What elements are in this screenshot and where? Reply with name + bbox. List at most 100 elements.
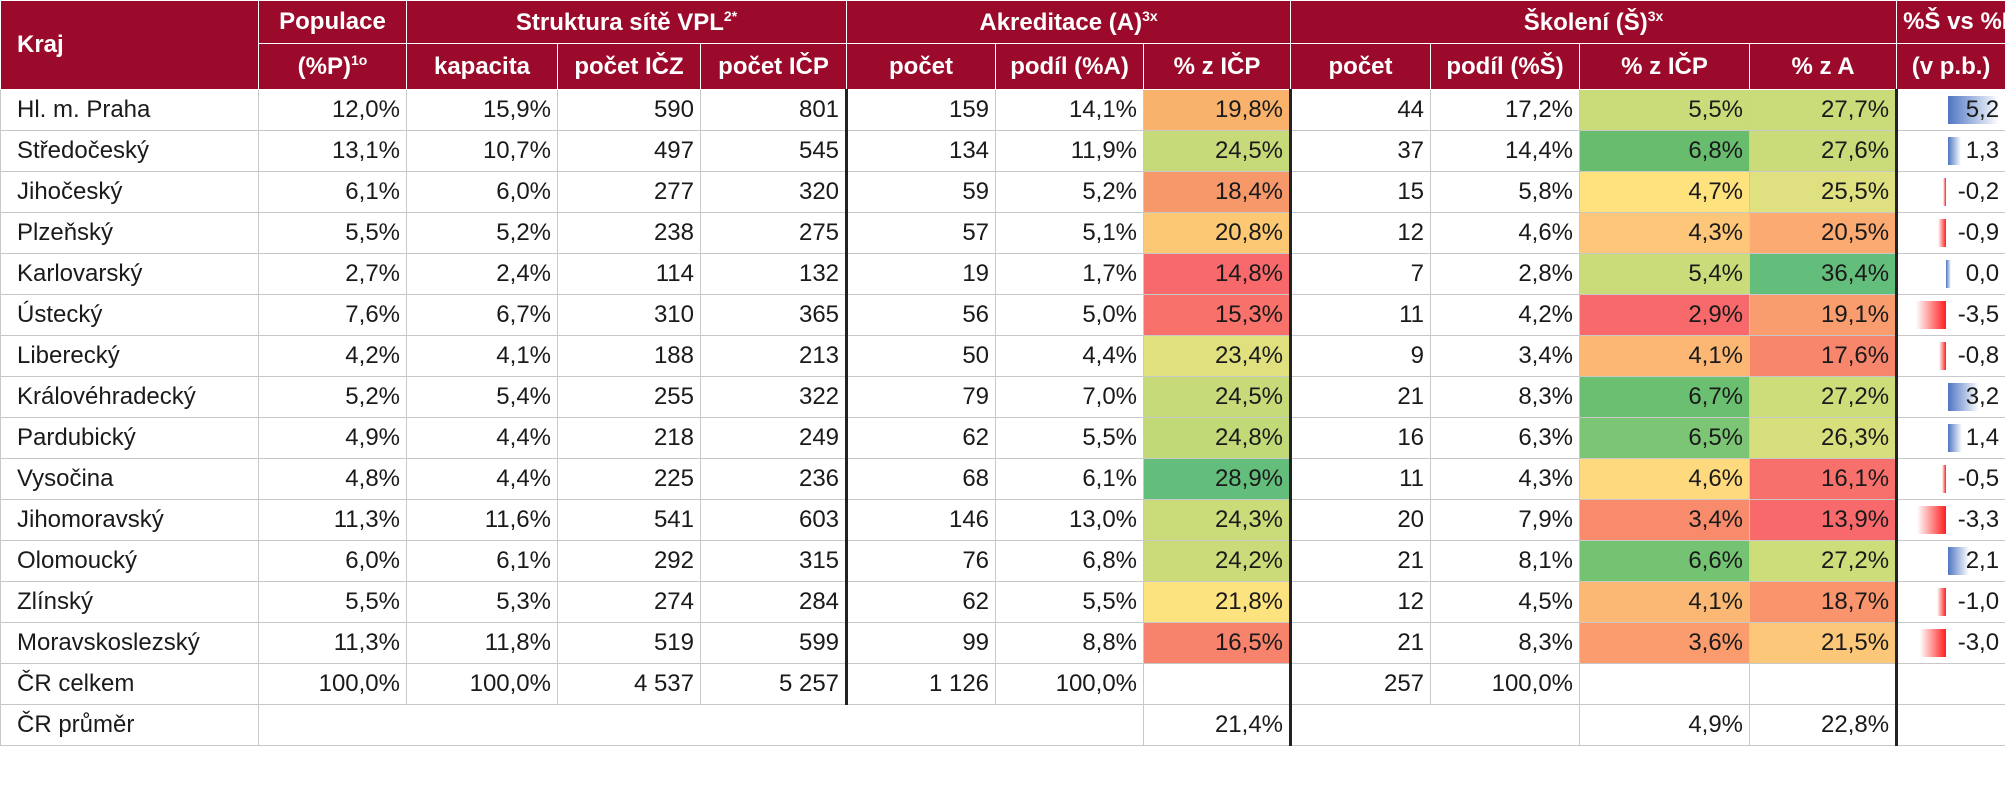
akreditace-zicp-cell: 24,5% — [1143, 376, 1293, 418]
diff-bar — [1948, 547, 1969, 575]
kapacita-cell: 4,4% — [406, 417, 558, 459]
skoleni-podil-cell: 7,9% — [1430, 499, 1581, 541]
skoleni-podil-cell: 4,6% — [1430, 212, 1581, 254]
akreditace-pocet-cell: 50 — [846, 335, 997, 377]
skoleni-za-cell: 18,7% — [1749, 581, 1899, 623]
diff-value: 5,2 — [1965, 96, 2000, 123]
table-row: Jihomoravský 11,3% 11,6% 541 603 146 13,0% 24,3… — [0, 499, 2005, 541]
pocet-icp-cell: 275 — [699, 212, 849, 254]
pocet-icz-cell: 218 — [557, 417, 701, 459]
akreditace-pocet-cell: 57 — [846, 212, 997, 254]
header-diff-sub: (v p.b.) — [1896, 43, 2005, 90]
diff-bar — [1948, 424, 1962, 452]
table-row: Zlínský 5,5% 5,3% 274 284 62 5,5% 21,8% 12 4,5% 4,… — [0, 581, 2005, 623]
skoleni-za-cell: 25,5% — [1749, 171, 1899, 213]
diff-bar — [1919, 629, 1947, 657]
akreditace-pocet-cell: 76 — [846, 540, 997, 582]
diff-cell: 1,4 — [1896, 417, 2005, 459]
kapacita-cell: 11,6% — [406, 499, 558, 541]
skoleni-pocet-cell: 12 — [1290, 581, 1432, 623]
kapacita-cell: 4,1% — [406, 335, 558, 377]
diff-cell: -3,3 — [1896, 499, 2005, 541]
table-row: Královéhradecký 5,2% 5,4% 255 322 79 7,0% 24,5%… — [0, 376, 2005, 418]
skoleni-podil-cell: 4,5% — [1430, 581, 1581, 623]
diff-value: 0,0 — [1965, 260, 2000, 287]
akreditace-zicp-cell: 16,5% — [1143, 622, 1293, 664]
diff-bar — [1948, 383, 1980, 411]
total-pop: 100,0% — [258, 663, 407, 705]
pocet-icp-cell: 603 — [699, 499, 849, 541]
populace-cell: 11,3% — [258, 622, 407, 664]
skoleni-za-cell: 17,6% — [1749, 335, 1899, 377]
diff-bar — [1915, 301, 1947, 329]
akreditace-zicp-cell: 24,3% — [1143, 499, 1293, 541]
diff-bar — [1938, 219, 1947, 247]
table-row: Středočeský 13,1% 10,7% 497 545 134 11,9% 24,5%… — [0, 130, 2005, 172]
header-struktura: Struktura sítě VPL2* — [405, 0, 848, 44]
akreditace-pocet-cell: 99 — [846, 622, 997, 664]
akreditace-pocet-cell: 19 — [846, 253, 997, 295]
kraj-name-cell: Liberecký — [0, 335, 259, 377]
skoleni-zicp-cell: 6,8% — [1579, 130, 1751, 172]
skoleni-zicp-cell: 5,5% — [1579, 89, 1751, 131]
pocet-icp-cell: 213 — [699, 335, 849, 377]
skoleni-za-cell: 27,7% — [1749, 89, 1899, 131]
total-kap: 100,0% — [406, 663, 558, 705]
skoleni-za-cell: 16,1% — [1749, 458, 1899, 500]
skoleni-podil-cell: 17,2% — [1430, 89, 1581, 131]
pocet-icz-cell: 255 — [557, 376, 701, 418]
akreditace-podil-cell: 4,4% — [995, 335, 1145, 377]
avg-empty — [257, 704, 1145, 746]
diff-value: -0,8 — [1957, 342, 2000, 369]
akreditace-podil-cell: 6,8% — [995, 540, 1145, 582]
avg-a-zicp: 21,4% — [1143, 704, 1293, 746]
skoleni-podil-cell: 8,1% — [1430, 540, 1581, 582]
table-row: Vysočina 4,8% 4,4% 225 236 68 6,1% 28,9% 11 4,3% 4… — [0, 458, 2005, 500]
kraj-name-cell: Karlovarský — [0, 253, 259, 295]
akreditace-zicp-cell: 24,8% — [1143, 417, 1293, 459]
populace-cell: 4,9% — [258, 417, 407, 459]
skoleni-pocet-cell: 12 — [1290, 212, 1432, 254]
diff-bar — [1939, 342, 1947, 370]
skoleni-zicp-cell: 4,1% — [1579, 335, 1751, 377]
header-populace-sub: (%P)1o — [258, 43, 407, 90]
table-row: Moravskoslezský 11,3% 11,8% 519 599 99 8,8% 16,… — [0, 622, 2005, 664]
skoleni-podil-cell: 3,4% — [1430, 335, 1581, 377]
skoleni-za-cell: 19,1% — [1749, 294, 1899, 336]
table-row: Karlovarský 2,7% 2,4% 114 132 19 1,7% 14,8% 7 2,8… — [0, 253, 2005, 295]
kapacita-cell: 5,4% — [406, 376, 558, 418]
diff-cell: 0,0 — [1896, 253, 2005, 295]
statistics-table: Kraj Populace Struktura sítě VPL2* Akred… — [0, 0, 2005, 746]
skoleni-za-cell: 27,2% — [1749, 540, 1899, 582]
pocet-icp-cell: 132 — [699, 253, 849, 295]
skoleni-podil-cell: 5,8% — [1430, 171, 1581, 213]
pocet-icz-cell: 225 — [557, 458, 701, 500]
akreditace-podil-cell: 5,0% — [995, 294, 1145, 336]
header-sub-a-podil: podíl (%A) — [995, 43, 1145, 90]
skoleni-za-cell: 27,2% — [1749, 376, 1899, 418]
pocet-icz-cell: 188 — [557, 335, 701, 377]
diff-bar — [1937, 588, 1947, 616]
total-s-za — [1749, 663, 1899, 705]
skoleni-zicp-cell: 6,5% — [1579, 417, 1751, 459]
diff-value: -3,5 — [1957, 301, 2000, 328]
table-row: Pardubický 4,9% 4,4% 218 249 62 5,5% 24,8% 16 6,3… — [0, 417, 2005, 459]
akreditace-podil-cell: 13,0% — [995, 499, 1145, 541]
header-sub-s-za: % z A — [1749, 43, 1898, 90]
pocet-icp-cell: 365 — [699, 294, 849, 336]
populace-cell: 6,1% — [258, 171, 407, 213]
kraj-name-cell: Ústecký — [0, 294, 259, 336]
header-sub-a-zicp: % z IČP — [1143, 43, 1292, 90]
akreditace-podil-cell: 1,7% — [995, 253, 1145, 295]
total-a-podil: 100,0% — [995, 663, 1145, 705]
akreditace-pocet-cell: 134 — [846, 130, 997, 172]
kapacita-cell: 6,7% — [406, 294, 558, 336]
akreditace-podil-cell: 7,0% — [995, 376, 1145, 418]
header-akreditace: Akreditace (A)3x — [846, 0, 1292, 44]
skoleni-za-cell: 13,9% — [1749, 499, 1899, 541]
skoleni-podil-cell: 14,4% — [1430, 130, 1581, 172]
kraj-name-cell: Vysočina — [0, 458, 259, 500]
pocet-icz-cell: 590 — [557, 89, 701, 131]
total-icz: 4 537 — [557, 663, 701, 705]
header-sub-s-podil: podíl (%Š) — [1430, 43, 1581, 90]
